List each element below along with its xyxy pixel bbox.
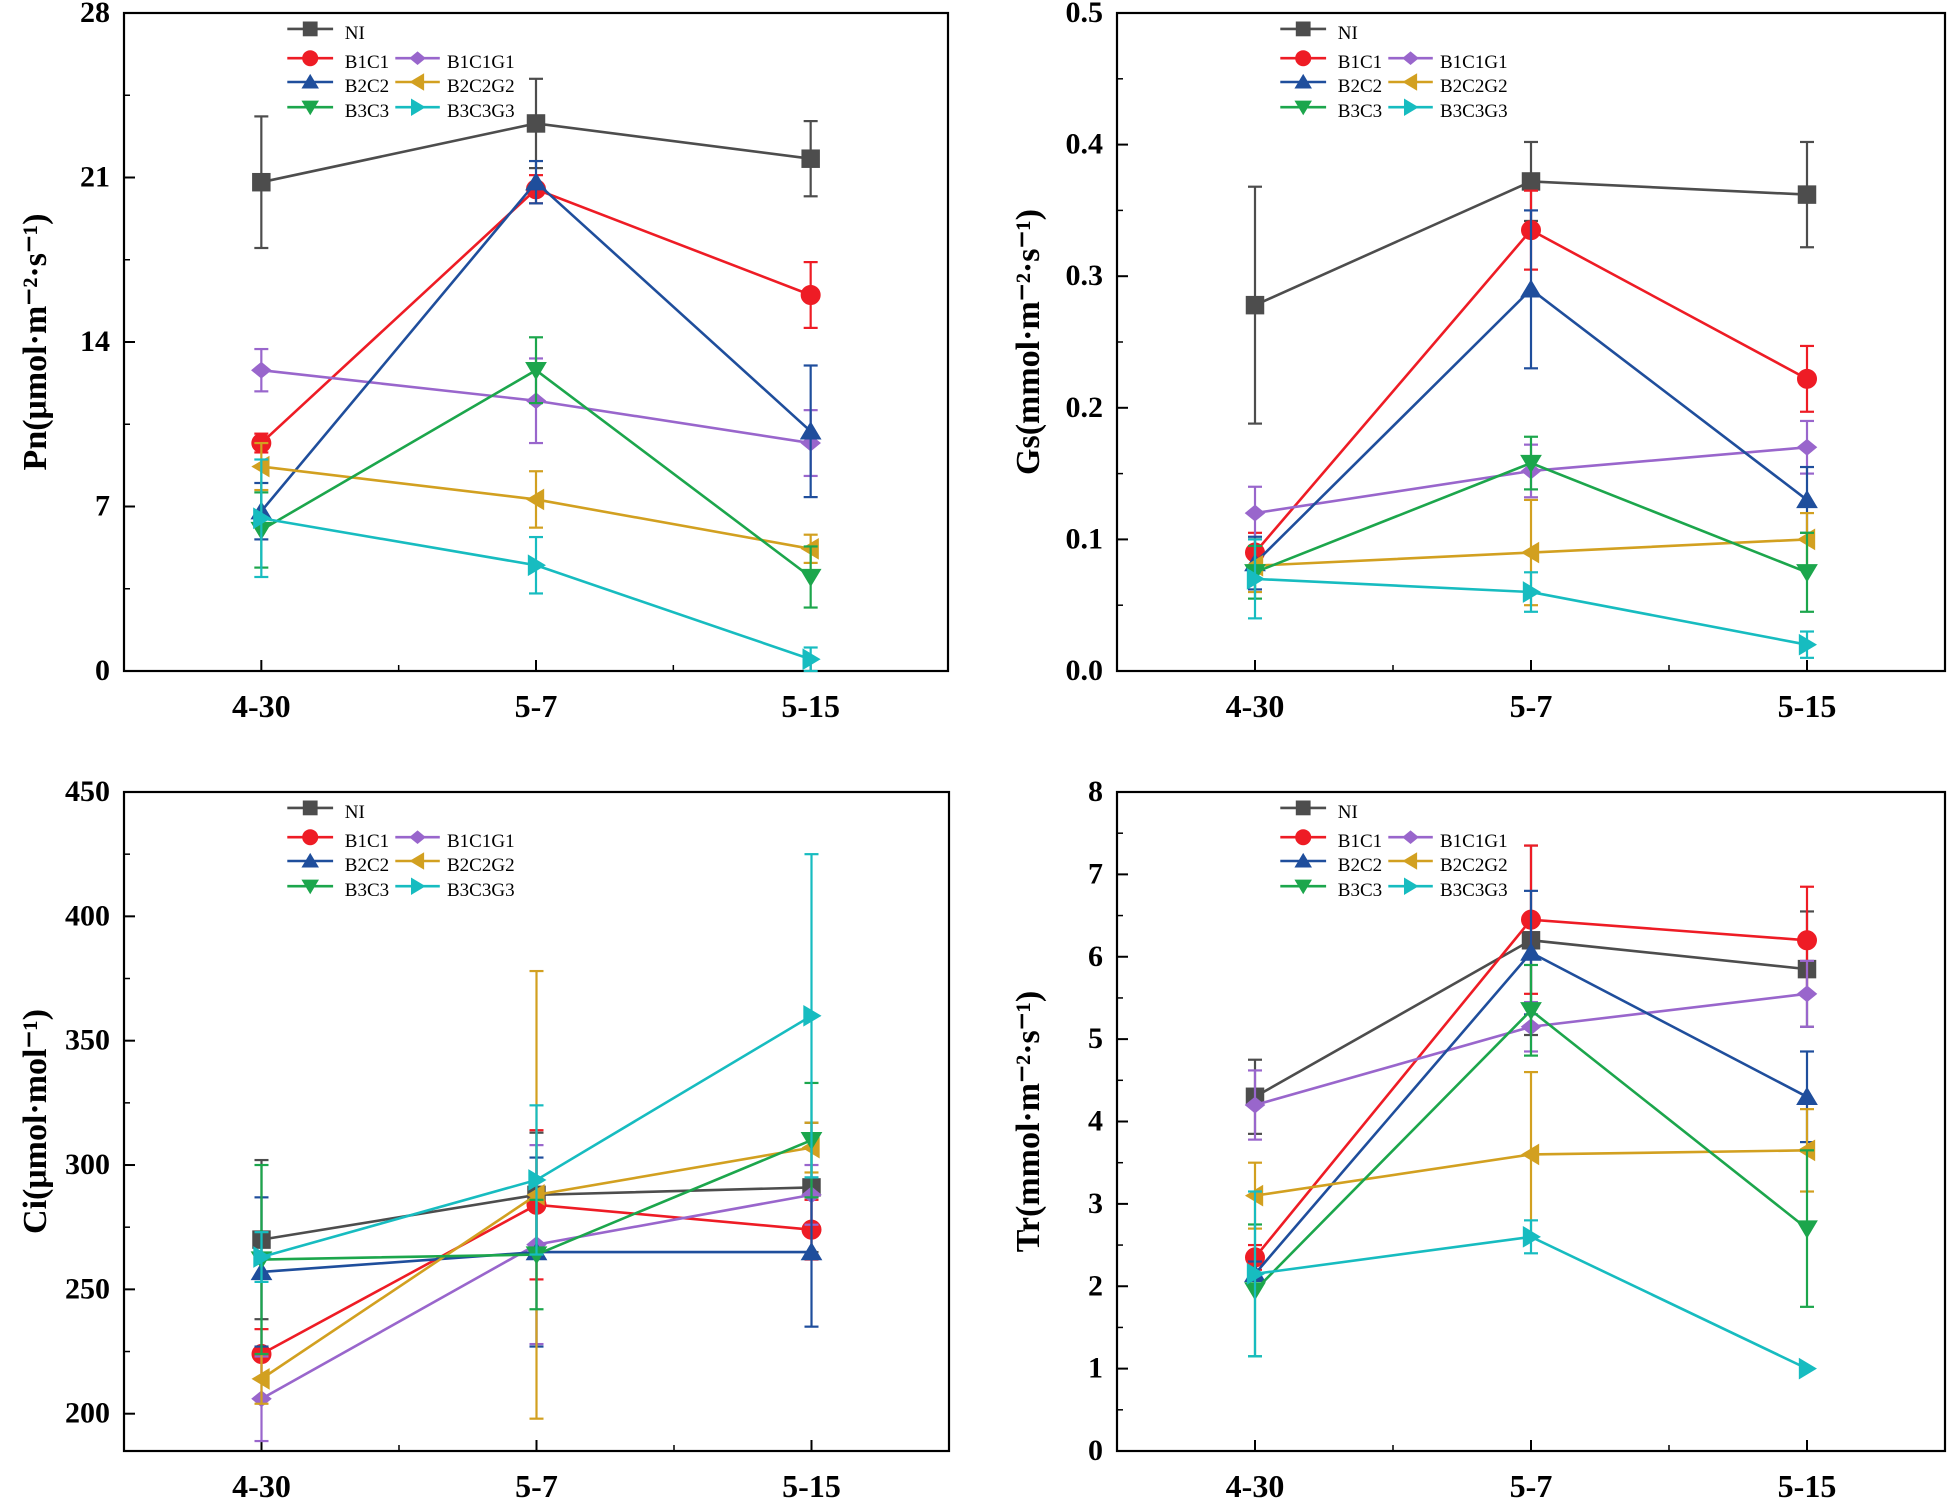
svg-text:4-30: 4-30 <box>232 688 291 724</box>
svg-text:2: 2 <box>1088 1269 1103 1302</box>
svg-text:8: 8 <box>1088 775 1103 808</box>
svg-text:0: 0 <box>1088 1434 1103 1467</box>
svg-text:Gs(mmol·m⁻²·s⁻¹): Gs(mmol·m⁻²·s⁻¹) <box>1010 209 1047 475</box>
svg-text:B2C2: B2C2 <box>1338 855 1382 876</box>
svg-text:28: 28 <box>80 0 110 29</box>
svg-text:5-15: 5-15 <box>782 1468 841 1498</box>
svg-text:B1C1: B1C1 <box>345 52 389 73</box>
svg-text:1: 1 <box>1088 1352 1103 1385</box>
svg-text:B2C2G2: B2C2G2 <box>1440 855 1508 876</box>
svg-text:14: 14 <box>80 325 110 358</box>
svg-text:5-7: 5-7 <box>515 1468 558 1498</box>
svg-text:NI: NI <box>345 23 365 44</box>
svg-text:B2C2G2: B2C2G2 <box>447 855 515 876</box>
svg-text:B2C2: B2C2 <box>345 855 389 876</box>
svg-text:4-30: 4-30 <box>1226 1468 1285 1498</box>
svg-text:0.0: 0.0 <box>1066 654 1104 687</box>
svg-text:250: 250 <box>65 1272 110 1305</box>
svg-text:6: 6 <box>1088 940 1103 973</box>
svg-text:5-7: 5-7 <box>515 688 558 724</box>
svg-text:4: 4 <box>1088 1105 1103 1138</box>
svg-text:3: 3 <box>1088 1187 1103 1220</box>
svg-text:B1C1G1: B1C1G1 <box>447 52 515 73</box>
svg-text:350: 350 <box>65 1024 110 1057</box>
svg-text:5: 5 <box>1088 1022 1103 1055</box>
svg-text:5-7: 5-7 <box>1510 1468 1553 1498</box>
svg-text:Ci(μmol·mol⁻¹): Ci(μmol·mol⁻¹) <box>17 1009 54 1234</box>
svg-text:B2C2G2: B2C2G2 <box>1440 76 1508 97</box>
svg-text:450: 450 <box>65 775 110 808</box>
svg-text:B3C3G3: B3C3G3 <box>447 101 515 122</box>
svg-text:5-7: 5-7 <box>1510 688 1553 724</box>
svg-text:7: 7 <box>1088 857 1103 890</box>
svg-text:B1C1G1: B1C1G1 <box>1440 52 1508 73</box>
svg-text:B2C2: B2C2 <box>345 76 389 97</box>
svg-text:B1C1: B1C1 <box>345 831 389 852</box>
svg-text:B3C3: B3C3 <box>345 101 389 122</box>
svg-text:B3C3G3: B3C3G3 <box>1440 880 1508 901</box>
svg-text:B1C1G1: B1C1G1 <box>1440 831 1508 852</box>
svg-text:NI: NI <box>1338 802 1358 823</box>
svg-text:NI: NI <box>1338 23 1358 44</box>
svg-text:0.2: 0.2 <box>1066 391 1104 424</box>
svg-text:B3C3: B3C3 <box>1338 880 1382 901</box>
svg-text:200: 200 <box>65 1397 110 1430</box>
svg-text:5-15: 5-15 <box>1778 688 1837 724</box>
svg-text:B3C3: B3C3 <box>1338 101 1382 122</box>
svg-text:21: 21 <box>80 161 110 194</box>
svg-text:400: 400 <box>65 899 110 932</box>
svg-text:4-30: 4-30 <box>1226 688 1285 724</box>
svg-text:B3C3: B3C3 <box>345 880 389 901</box>
svg-text:0.5: 0.5 <box>1066 0 1104 29</box>
svg-text:0.1: 0.1 <box>1066 522 1104 555</box>
svg-text:B3C3G3: B3C3G3 <box>447 880 515 901</box>
svg-text:4-30: 4-30 <box>232 1468 291 1498</box>
svg-text:Pn(μmol·m⁻²·s⁻¹): Pn(μmol·m⁻²·s⁻¹) <box>17 214 54 471</box>
svg-text:NI: NI <box>345 802 365 823</box>
svg-text:0.3: 0.3 <box>1066 259 1104 292</box>
svg-text:7: 7 <box>95 490 110 523</box>
svg-text:B1C1G1: B1C1G1 <box>447 831 515 852</box>
svg-text:B2C2G2: B2C2G2 <box>447 76 515 97</box>
svg-text:0.4: 0.4 <box>1066 128 1104 161</box>
svg-text:Tr(mmol·m⁻²·s⁻¹): Tr(mmol·m⁻²·s⁻¹) <box>1010 991 1047 1253</box>
svg-text:B2C2: B2C2 <box>1338 76 1382 97</box>
svg-text:0: 0 <box>95 654 110 687</box>
svg-text:B1C1: B1C1 <box>1338 52 1382 73</box>
svg-text:5-15: 5-15 <box>781 688 840 724</box>
svg-text:300: 300 <box>65 1148 110 1181</box>
svg-text:B3C3G3: B3C3G3 <box>1440 101 1508 122</box>
svg-text:B1C1: B1C1 <box>1338 831 1382 852</box>
svg-text:5-15: 5-15 <box>1778 1468 1837 1498</box>
